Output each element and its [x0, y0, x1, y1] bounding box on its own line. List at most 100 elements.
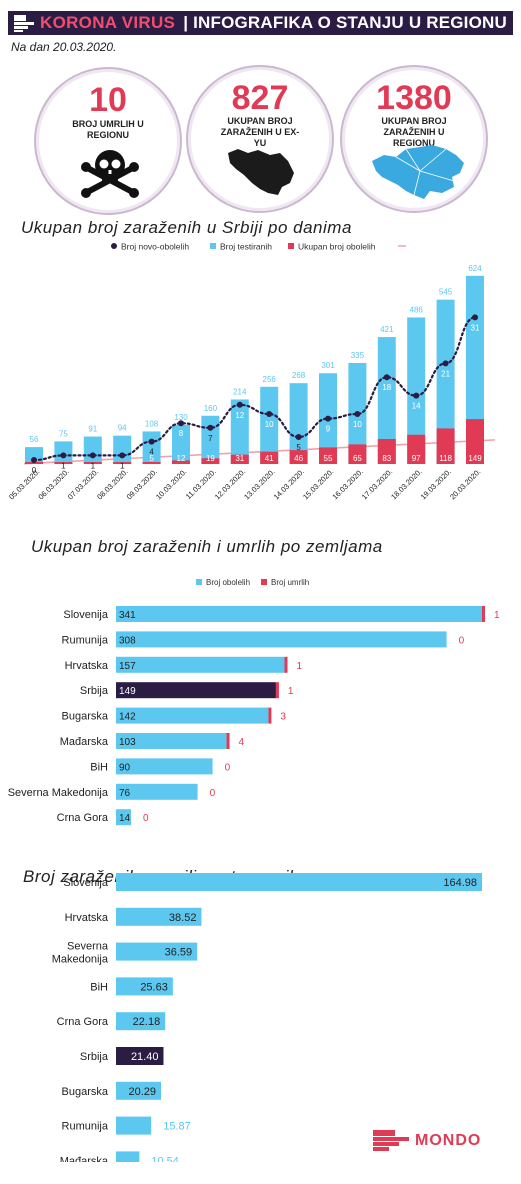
- header-title-white: | INFOGRAFIKA O STANJU U REGIONU: [183, 13, 507, 32]
- bar-cases: [116, 809, 132, 826]
- bar-total-label: 65: [353, 454, 362, 463]
- mondo-bars-icon: [373, 1130, 409, 1151]
- chart1-title: Ukupan broj zaraženih u Srbiji po danima: [21, 218, 352, 237]
- country-label: Hrvatska: [65, 912, 109, 924]
- bar-cases: [116, 656, 285, 673]
- bar-per-million: [116, 942, 198, 961]
- bar-tested-label: 256: [263, 375, 277, 384]
- stat-number-region: 1380: [376, 79, 452, 117]
- bar-per-million: [116, 977, 173, 996]
- bar-total: [260, 451, 279, 464]
- new-cases-point: [119, 452, 126, 459]
- bar-tested: [172, 424, 190, 464]
- skull-crossbones-icon: [81, 150, 139, 198]
- stat-number-deaths: 10: [89, 81, 127, 119]
- bar-tested: [377, 337, 396, 464]
- bar-total-label: 46: [294, 454, 303, 463]
- stat-label-exyu: UKUPAN BROJ ZARAŽENIH U EX-YU: [220, 116, 300, 148]
- country-label: Hrvatska: [65, 660, 109, 672]
- new-cases-line: [32, 316, 477, 462]
- bar-tested-label: 301: [321, 361, 335, 370]
- bar-tested: [289, 383, 308, 464]
- bar-per-million-label: 36.59: [165, 947, 193, 959]
- bar-per-million-label: 10.54: [151, 1155, 179, 1162]
- new-cases-point: [148, 438, 155, 445]
- bar-cases-label: 308: [119, 635, 136, 646]
- legend-marker: [288, 243, 294, 249]
- new-cases-label: 10: [353, 420, 362, 429]
- new-cases-point: [31, 457, 37, 463]
- new-cases-label: 18: [382, 383, 391, 392]
- bar-total: [407, 434, 426, 464]
- legend-label: Broj testiranih: [220, 242, 272, 252]
- bar-per-million-label: 25.63: [140, 981, 168, 993]
- legend-label: Ukupan broj obolelih: [298, 242, 376, 252]
- country-label: Slovenija: [63, 609, 109, 621]
- stat-label-region: UKUPAN BROJ ZARAŽENIH U REGIONU: [381, 116, 447, 148]
- country-label: Mađarska: [60, 1155, 109, 1162]
- bar-per-million: [116, 1116, 152, 1135]
- bar-total-label: 31: [235, 454, 244, 463]
- header-bars-icon: [14, 15, 34, 32]
- new-cases-point: [325, 415, 331, 422]
- new-cases-point: [442, 360, 449, 367]
- bar-tested: [260, 386, 279, 464]
- bar-per-million-label: 20.29: [128, 1086, 156, 1098]
- bar-total: [319, 447, 337, 464]
- bar-tested-label: 624: [468, 264, 482, 273]
- bar-deaths: [268, 707, 272, 724]
- new-cases-point: [413, 392, 420, 399]
- new-cases-label: 9: [326, 425, 331, 434]
- report-date: Na dan 20.03.2020.: [11, 40, 117, 54]
- country-label: Severna Makedonija: [8, 787, 109, 799]
- bar-per-million: [116, 1151, 140, 1162]
- bar-total: [466, 419, 484, 464]
- country-label: Bugarska: [62, 711, 109, 723]
- new-cases-label: 14: [412, 402, 421, 411]
- bar-cases-label: 341: [119, 610, 136, 621]
- bar-total-label: 12: [177, 454, 186, 463]
- legend-label: Broj obolelih: [206, 578, 250, 587]
- mondo-logo-text: MONDO: [415, 1132, 482, 1149]
- bar-cases-label: 90: [119, 762, 131, 773]
- bar-tested: [142, 431, 161, 464]
- x-tick-label: 20.03.2020.: [448, 467, 482, 501]
- country-label: BiH: [90, 981, 108, 993]
- bar-cases: [116, 758, 213, 775]
- bar-tested-label: 130: [174, 413, 188, 422]
- bar-total: [377, 438, 396, 464]
- bar-cases: [116, 707, 269, 724]
- bar-total: [201, 458, 220, 464]
- bar-tested-label: 91: [88, 425, 97, 434]
- bar-tested-label: 75: [59, 429, 68, 438]
- country-label: Slovenija: [63, 877, 109, 889]
- new-cases-point: [207, 424, 214, 431]
- bar-per-million-label: 22.18: [133, 1016, 161, 1028]
- bar-total-label: 19: [206, 454, 215, 463]
- bar-total-label: 41: [265, 454, 274, 463]
- mondo-logo: MONDO: [373, 1130, 481, 1152]
- bar-per-million-label: 164.98: [443, 877, 477, 889]
- bar-tested-label: 108: [145, 419, 159, 428]
- legend-marker: [111, 243, 117, 249]
- bar-total-label: 55: [324, 454, 333, 463]
- stat-circle-deaths: 10 BROJ UMRLIH U REGIONU: [34, 67, 182, 215]
- stat-circle-exyu: 827 UKUPAN BROJ ZARAŽENIH U EX-YU: [186, 65, 334, 213]
- new-cases-label: 21: [441, 369, 450, 378]
- bar-deaths-label: 0: [459, 635, 465, 646]
- bar-per-million-label: 15.87: [163, 1121, 191, 1133]
- bar-cases: [116, 733, 227, 749]
- bar-deaths-label: 1: [494, 610, 500, 621]
- country-label-cont: Makedonija: [52, 954, 109, 966]
- bar-tested: [83, 436, 102, 464]
- bar-deaths: [482, 606, 485, 622]
- bar-total: [172, 460, 190, 464]
- bar-cases-label: 14: [119, 813, 131, 824]
- chart2-title: Ukupan broj zaraženih i umrlih po zemlja…: [31, 537, 383, 556]
- new-cases-point: [472, 314, 478, 321]
- new-cases-point: [178, 420, 184, 427]
- bar-tested-label: 335: [351, 351, 365, 360]
- new-cases-point: [266, 411, 273, 417]
- bar-total: [436, 428, 455, 464]
